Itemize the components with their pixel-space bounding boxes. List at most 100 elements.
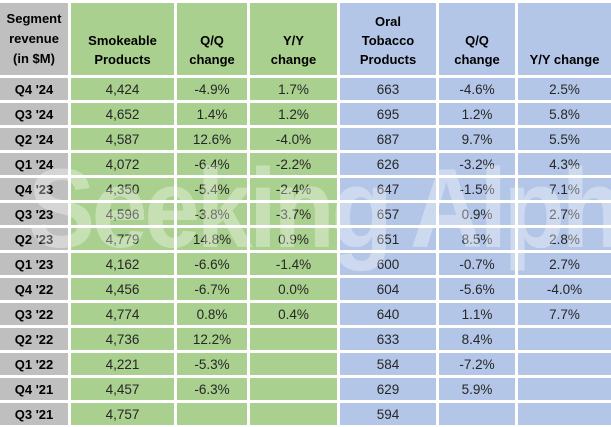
cell-oral-yy-change: 7.7% — [518, 303, 611, 325]
cell-smokeable-qq-change: 12.2% — [177, 328, 247, 350]
cell-smokeable-revenue: 4,652 — [71, 103, 174, 125]
cell-smokeable-yy-change: 0.0% — [250, 278, 337, 300]
cell-oral-tobacco-revenue: 695 — [340, 103, 436, 125]
cell-smokeable-revenue: 4,221 — [71, 353, 174, 375]
cell-smokeable-revenue: 4,757 — [71, 403, 174, 425]
table-corner-header: Segment revenue (in $M) — [0, 3, 68, 75]
cell-smokeable-revenue: 4,072 — [71, 153, 174, 175]
cell-smokeable-qq-change — [177, 403, 247, 425]
col-header-oral-qq-change: Q/Q change — [439, 3, 515, 75]
row-label-quarter: Q2 '23 — [0, 228, 68, 250]
cell-smokeable-yy-change — [250, 353, 337, 375]
cell-oral-tobacco-revenue: 640 — [340, 303, 436, 325]
cell-oral-tobacco-revenue: 604 — [340, 278, 436, 300]
cell-smokeable-qq-change: -6.6% — [177, 253, 247, 275]
cell-smokeable-qq-change: -5.3% — [177, 353, 247, 375]
row-label-quarter: Q3 '21 — [0, 403, 68, 425]
cell-oral-tobacco-revenue: 687 — [340, 128, 436, 150]
cell-smokeable-qq-change: 12.6% — [177, 128, 247, 150]
cell-oral-yy-change: 2.7% — [518, 253, 611, 275]
cell-oral-tobacco-revenue: 663 — [340, 78, 436, 100]
cell-smokeable-qq-change: 1.4% — [177, 103, 247, 125]
cell-oral-qq-change: 8.4% — [439, 328, 515, 350]
cell-oral-qq-change: 0.9% — [439, 203, 515, 225]
cell-smokeable-yy-change: 0.4% — [250, 303, 337, 325]
cell-oral-yy-change: 7.1% — [518, 178, 611, 200]
cell-oral-tobacco-revenue: 594 — [340, 403, 436, 425]
cell-oral-yy-change: 2.8% — [518, 228, 611, 250]
cell-oral-yy-change: 5.8% — [518, 103, 611, 125]
cell-smokeable-revenue: 4,774 — [71, 303, 174, 325]
cell-smokeable-revenue: 4,596 — [71, 203, 174, 225]
row-label-quarter: Q3 '22 — [0, 303, 68, 325]
cell-oral-yy-change: 2.7% — [518, 203, 611, 225]
cell-oral-yy-change: 5.5% — [518, 128, 611, 150]
row-label-quarter: Q4 '22 — [0, 278, 68, 300]
row-label-quarter: Q2 '24 — [0, 128, 68, 150]
cell-oral-yy-change: -4.0% — [518, 278, 611, 300]
cell-smokeable-yy-change: -3.7% — [250, 203, 337, 225]
row-label-quarter: Q4 '23 — [0, 178, 68, 200]
cell-smokeable-qq-change: -6.3% — [177, 378, 247, 400]
cell-smokeable-revenue: 4,457 — [71, 378, 174, 400]
row-label-quarter: Q3 '24 — [0, 103, 68, 125]
cell-smokeable-revenue: 4,350 — [71, 178, 174, 200]
cell-oral-qq-change — [439, 403, 515, 425]
cell-smokeable-revenue: 4,587 — [71, 128, 174, 150]
cell-oral-tobacco-revenue: 657 — [340, 203, 436, 225]
cell-oral-tobacco-revenue: 626 — [340, 153, 436, 175]
cell-oral-qq-change: -1.5% — [439, 178, 515, 200]
cell-oral-yy-change — [518, 328, 611, 350]
row-label-quarter: Q1 '24 — [0, 153, 68, 175]
cell-oral-tobacco-revenue: 600 — [340, 253, 436, 275]
cell-smokeable-revenue: 4,736 — [71, 328, 174, 350]
cell-oral-yy-change — [518, 378, 611, 400]
cell-smokeable-qq-change: -5.4% — [177, 178, 247, 200]
row-label-quarter: Q2 '22 — [0, 328, 68, 350]
cell-smokeable-revenue: 4,424 — [71, 78, 174, 100]
cell-smokeable-yy-change — [250, 328, 337, 350]
row-label-quarter: Q3 '23 — [0, 203, 68, 225]
cell-oral-qq-change: -0.7% — [439, 253, 515, 275]
cell-smokeable-yy-change: -4.0% — [250, 128, 337, 150]
cell-smokeable-qq-change: 14.8% — [177, 228, 247, 250]
cell-smokeable-qq-change: -6.4% — [177, 153, 247, 175]
cell-oral-tobacco-revenue: 629 — [340, 378, 436, 400]
cell-oral-qq-change: -5.6% — [439, 278, 515, 300]
cell-oral-yy-change: 4.3% — [518, 153, 611, 175]
cell-smokeable-yy-change — [250, 378, 337, 400]
cell-oral-yy-change — [518, 403, 611, 425]
cell-smokeable-yy-change: 0.9% — [250, 228, 337, 250]
cell-smokeable-revenue: 4,456 — [71, 278, 174, 300]
col-header-oral-tobacco-products: Oral Tobacco Products — [340, 3, 436, 75]
cell-oral-tobacco-revenue: 633 — [340, 328, 436, 350]
cell-oral-yy-change: 2.5% — [518, 78, 611, 100]
cell-smokeable-qq-change: 0.8% — [177, 303, 247, 325]
cell-smokeable-revenue: 4,779 — [71, 228, 174, 250]
cell-oral-qq-change: 9.7% — [439, 128, 515, 150]
cell-oral-qq-change: -3.2% — [439, 153, 515, 175]
cell-oral-qq-change: 1.2% — [439, 103, 515, 125]
cell-smokeable-qq-change: -4.9% — [177, 78, 247, 100]
cell-smokeable-revenue: 4,162 — [71, 253, 174, 275]
cell-smokeable-qq-change: -6.7% — [177, 278, 247, 300]
cell-smokeable-yy-change — [250, 403, 337, 425]
cell-oral-qq-change: 8.5% — [439, 228, 515, 250]
cell-oral-qq-change: 1.1% — [439, 303, 515, 325]
cell-smokeable-yy-change: 1.7% — [250, 78, 337, 100]
row-label-quarter: Q1 '23 — [0, 253, 68, 275]
cell-smokeable-yy-change: -2.4% — [250, 178, 337, 200]
cell-oral-tobacco-revenue: 651 — [340, 228, 436, 250]
cell-smokeable-qq-change: -3.8% — [177, 203, 247, 225]
cell-oral-qq-change: 5.9% — [439, 378, 515, 400]
row-label-quarter: Q4 '21 — [0, 378, 68, 400]
cell-oral-tobacco-revenue: 647 — [340, 178, 436, 200]
col-header-smokeable-qq-change: Q/Q change — [177, 3, 247, 75]
cell-smokeable-yy-change: 1.2% — [250, 103, 337, 125]
cell-oral-yy-change — [518, 353, 611, 375]
row-label-quarter: Q4 '24 — [0, 78, 68, 100]
cell-smokeable-yy-change: -1.4% — [250, 253, 337, 275]
col-header-smokeable-yy-change: Y/Y change — [250, 3, 337, 75]
